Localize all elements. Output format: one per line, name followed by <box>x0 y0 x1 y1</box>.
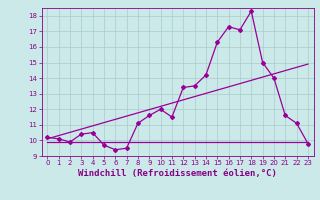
X-axis label: Windchill (Refroidissement éolien,°C): Windchill (Refroidissement éolien,°C) <box>78 169 277 178</box>
